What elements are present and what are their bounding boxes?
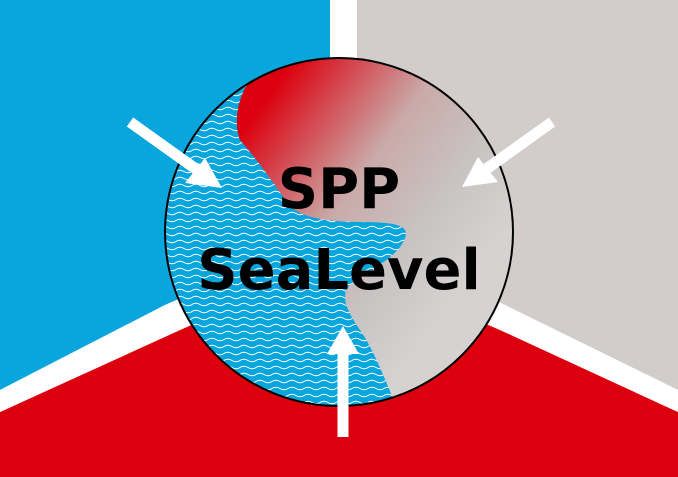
arrow-from-ocean	[126, 117, 222, 188]
logo-title-line1: SPP	[278, 157, 400, 222]
logo-title-line2: SeaLevel	[197, 238, 480, 303]
arrow-from-land	[462, 117, 556, 187]
arrow-from-below	[327, 326, 359, 437]
coastline-land	[236, 58, 513, 406]
